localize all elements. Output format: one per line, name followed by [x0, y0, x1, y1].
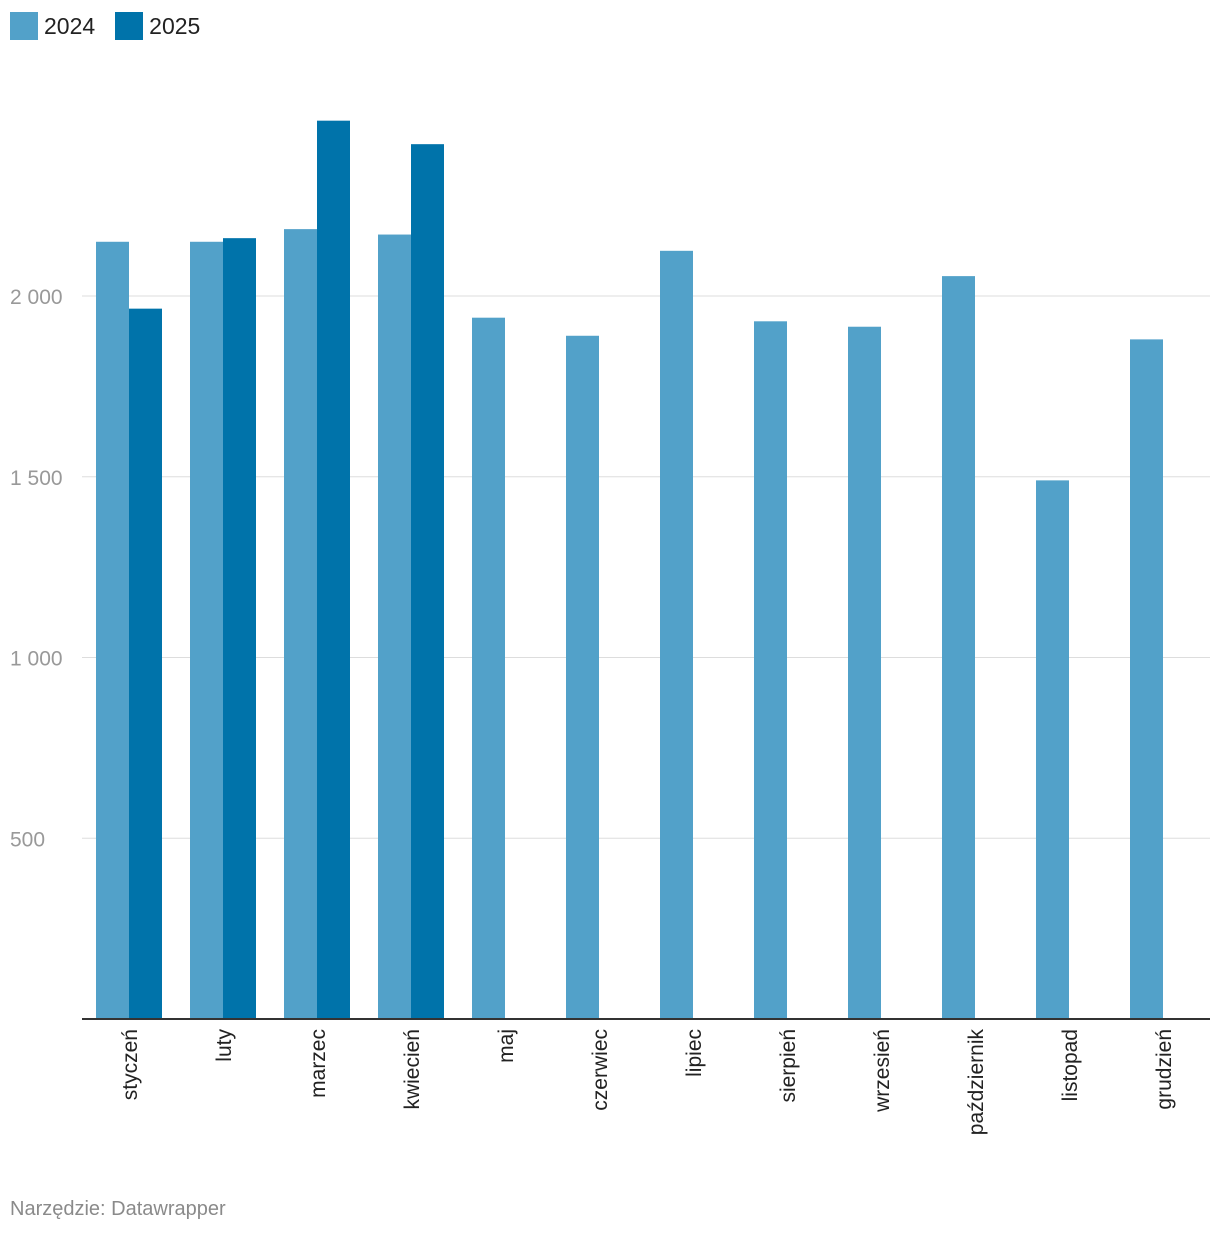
legend-swatch-2024: [10, 12, 38, 40]
x-tick-label: listopad: [1059, 1029, 1082, 1101]
y-tick-label: 2 000: [10, 286, 63, 309]
bar-2024-lipiec: [660, 250, 693, 1019]
bar-2025-kwiecień: [411, 144, 444, 1020]
x-tick-label: sierpień: [777, 1029, 800, 1103]
bar-2025-luty: [223, 238, 256, 1019]
bar-2024-wrzesień: [848, 326, 881, 1019]
bar-2024-grudzień: [1130, 339, 1163, 1019]
source-credit: Narzędzie: Datawrapper: [10, 1198, 226, 1220]
bar-2024-maj: [472, 317, 505, 1019]
bar-2024-listopad: [1036, 480, 1069, 1019]
x-tick-label: maj: [495, 1029, 518, 1063]
x-tick-label: kwiecień: [401, 1029, 424, 1110]
x-tick-label: czerwiec: [589, 1029, 612, 1111]
bar-2024-marzec: [284, 229, 317, 1019]
legend-label-2025: 2025: [149, 12, 201, 39]
bar-2025-styczeń: [129, 308, 162, 1020]
legend-item-2024: 2024: [10, 12, 95, 40]
x-tick-label: październik: [965, 1029, 988, 1136]
x-tick-label: wrzesień: [871, 1029, 894, 1113]
bar-2024-luty: [190, 241, 223, 1019]
bar-2024-czerwiec: [566, 335, 599, 1019]
legend-swatch-2025: [115, 12, 144, 40]
bar-2024-sierpień: [754, 321, 787, 1019]
x-tick-label: lipiec: [683, 1029, 706, 1077]
legend-label-2024: 2024: [44, 12, 96, 39]
x-tick-label: grudzień: [1153, 1029, 1176, 1110]
x-tick-label: marzec: [307, 1029, 330, 1098]
y-tick-label: 1 000: [10, 648, 63, 671]
bar-2024-październik: [942, 276, 975, 1019]
y-tick-label: 500: [10, 828, 45, 851]
y-tick-label: 1 500: [10, 467, 63, 490]
x-tick-label: luty: [213, 1029, 236, 1062]
chart-legend: 2024 2025: [10, 12, 200, 40]
bar-2024-kwiecień: [378, 234, 411, 1020]
bar-2024-styczeń: [96, 241, 129, 1019]
legend-item-2025: 2025: [115, 12, 200, 40]
x-tick-label: styczeń: [119, 1029, 142, 1100]
bar-2025-marzec: [317, 120, 350, 1020]
